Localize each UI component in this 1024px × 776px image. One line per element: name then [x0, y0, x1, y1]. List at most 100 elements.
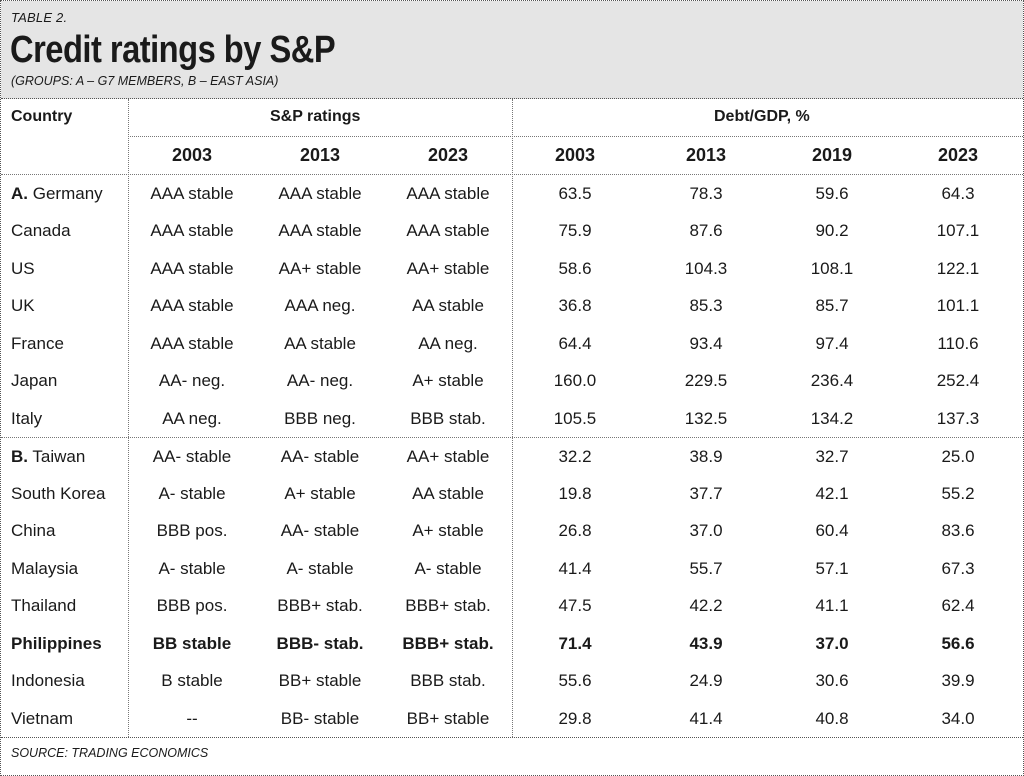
- rating-cell: A- stable: [158, 559, 226, 578]
- page-title: Credit ratings by S&P: [10, 29, 336, 71]
- debt-cell: 40.8: [815, 709, 849, 728]
- country-cell: Indonesia: [11, 671, 85, 691]
- country-name: South Korea: [11, 484, 106, 503]
- debt-cell: 42.1: [815, 484, 849, 503]
- rating-year-header: 2003: [171, 145, 213, 165]
- debt-cell: 110.6: [937, 334, 979, 353]
- rating-cell: AA+ stable: [406, 447, 490, 466]
- rating-cell: BBB stab.: [410, 409, 486, 428]
- rating-cell: AAA stable: [406, 221, 490, 240]
- rating-cell: AA- stable: [280, 447, 360, 466]
- debt-cell: 78.3: [689, 184, 723, 203]
- debt-cell: 55.2: [941, 484, 975, 503]
- debt-year-header: 2003: [554, 145, 596, 165]
- debt-cell: 67.3: [941, 559, 975, 578]
- debt-cell: 83.6: [941, 521, 975, 540]
- country-name: Italy: [11, 409, 43, 428]
- country-name: Germany: [32, 184, 103, 203]
- rating-cell: A- stable: [414, 559, 482, 578]
- rating-year-header: 2023: [427, 145, 469, 165]
- column-header-country: Country: [11, 108, 73, 125]
- debt-year-header: 2019: [811, 145, 853, 165]
- debt-cell: 55.6: [558, 671, 592, 690]
- table-row: Thailand BBB pos. BBB+ stab. BBB+ stab. 47.5…: [0, 587, 1024, 624]
- table-row: UK AAA stable AAA neg. AA stable 36.8 85.3 85.…: [0, 287, 1024, 324]
- rating-cell: AA- neg.: [286, 371, 354, 390]
- debt-cell: 229.5: [684, 371, 728, 390]
- rating-cell: AAA stable: [150, 296, 234, 315]
- debt-year-header: 2013: [685, 145, 727, 165]
- table-row: South Korea A- stable A+ stable AA stable 19…: [0, 475, 1024, 512]
- rating-cell: AAA stable: [150, 259, 234, 278]
- country-cell: South Korea: [11, 484, 106, 504]
- debt-cell: 104.3: [684, 259, 728, 278]
- rating-cell: BB+ stable: [406, 709, 490, 728]
- debt-cell: 37.0: [815, 634, 849, 653]
- header-divider: [128, 136, 1023, 137]
- table-row: Canada AAA stable AAA stable AAA stable 75.9…: [0, 212, 1024, 249]
- debt-cell: 56.6: [941, 634, 975, 653]
- table-row: China BBB pos. AA- stable A+ stable 26.8 37.0…: [0, 512, 1024, 549]
- debt-cell: 32.7: [815, 447, 849, 466]
- table-row: Philippines BB stable BBB- stab. BBB+ stab.…: [0, 625, 1024, 662]
- table-row: A. Germany AAA stable AAA stable AAA stable…: [0, 175, 1024, 212]
- debt-cell: 34.0: [941, 709, 975, 728]
- source-note: SOURCE: TRADING ECONOMICS: [11, 746, 209, 760]
- rating-cell: AA stable: [412, 484, 484, 503]
- country-name: Canada: [11, 221, 71, 240]
- debt-cell: 87.6: [689, 221, 723, 240]
- table-label: TABLE 2.: [11, 10, 68, 25]
- rating-cell: BBB+ stab.: [277, 596, 363, 615]
- rating-cell: A- stable: [286, 559, 354, 578]
- rating-cell: AA- stable: [280, 521, 360, 540]
- country-cell: A. Germany: [11, 184, 103, 204]
- debt-cell: 236.4: [810, 371, 854, 390]
- rating-cell: BB- stable: [280, 709, 360, 728]
- debt-cell: 19.8: [558, 484, 592, 503]
- debt-year-header: 2023: [937, 145, 979, 165]
- debt-cell: 63.5: [558, 184, 592, 203]
- country-name: Vietnam: [11, 709, 74, 728]
- rating-cell: AAA stable: [278, 221, 362, 240]
- debt-cell: 24.9: [689, 671, 723, 690]
- rating-cell: BB+ stable: [278, 671, 362, 690]
- group-label: B.: [11, 447, 28, 466]
- rating-cell: B stable: [161, 671, 223, 690]
- table-row: Vietnam -- BB- stable BB+ stable 29.8 41.4 40.…: [0, 700, 1024, 737]
- rating-cell: AA stable: [284, 334, 356, 353]
- rating-cell: AAA stable: [406, 184, 490, 203]
- rating-cell: AAA stable: [150, 334, 234, 353]
- debt-cell: 59.6: [815, 184, 849, 203]
- country-name: Indonesia: [11, 671, 85, 690]
- debt-cell: 55.7: [689, 559, 723, 578]
- rating-cell: BBB stab.: [410, 671, 486, 690]
- debt-cell: 32.2: [558, 447, 592, 466]
- debt-cell: 132.5: [684, 409, 728, 428]
- rating-cell: AA+ stable: [278, 259, 362, 278]
- rating-cell: A+ stable: [284, 484, 356, 503]
- rating-cell: AAA neg.: [284, 296, 356, 315]
- group-divider: [1, 437, 1023, 438]
- debt-cell: 41.4: [558, 559, 592, 578]
- rating-cell: A- stable: [158, 484, 226, 503]
- table-subtitle: (GROUPS: A – G7 MEMBERS, B – EAST ASIA): [11, 74, 279, 88]
- rating-cell: AA- neg.: [158, 371, 226, 390]
- rating-cell: --: [186, 709, 198, 728]
- rating-year-header: 2013: [299, 145, 341, 165]
- debt-cell: 42.2: [689, 596, 723, 615]
- rating-cell: AAA stable: [150, 184, 234, 203]
- debt-cell: 36.8: [558, 296, 592, 315]
- debt-cell: 122.1: [936, 259, 980, 278]
- debt-cell: 97.4: [815, 334, 849, 353]
- table-footer: SOURCE: TRADING ECONOMICS: [1, 737, 1023, 775]
- country-cell: B. Taiwan: [11, 447, 85, 467]
- table-row: Japan AA- neg. AA- neg. A+ stable 160.0 229.5…: [0, 362, 1024, 399]
- debt-cell: 37.0: [689, 521, 723, 540]
- rating-cell: BB stable: [152, 634, 232, 653]
- rating-cell: A+ stable: [412, 371, 484, 390]
- debt-cell: 30.6: [815, 671, 849, 690]
- rating-cell: AA+ stable: [406, 259, 490, 278]
- rating-cell: AA stable: [412, 296, 484, 315]
- debt-cell: 57.1: [815, 559, 849, 578]
- rating-cell: AA- stable: [152, 447, 232, 466]
